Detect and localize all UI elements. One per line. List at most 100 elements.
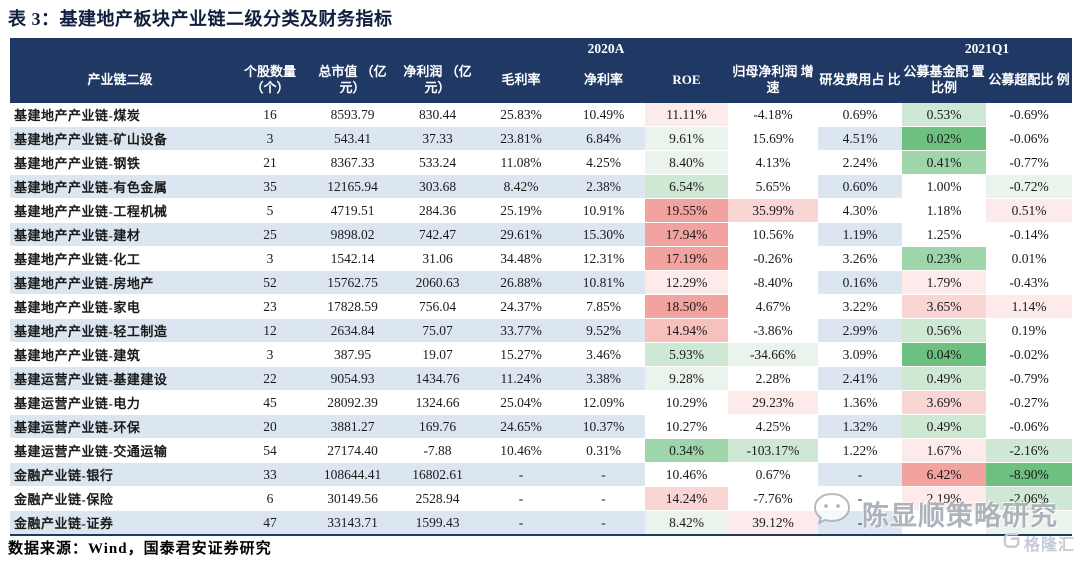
cell: 3.65% xyxy=(902,294,987,319)
cell xyxy=(902,510,987,536)
cell: 3 xyxy=(230,342,310,367)
cell: 3.69% xyxy=(902,390,987,415)
cell: -0.27% xyxy=(986,390,1073,415)
row-label: 金融产业链-银行 xyxy=(10,462,230,487)
row-label: 基建地产产业链-矿山设备 xyxy=(10,126,230,151)
cell: -8.40% xyxy=(728,270,818,295)
cell: 0.16% xyxy=(818,270,903,295)
cell: 1324.66 xyxy=(395,390,480,415)
column-header: 归母净利润 增速 xyxy=(728,59,818,102)
row-label: 基建运营产业链-电力 xyxy=(10,390,230,415)
gelonghui-logo: 格隆汇 xyxy=(1002,531,1075,555)
cell: -0.43% xyxy=(986,270,1073,295)
cell: 10.49% xyxy=(562,102,645,127)
row-label: 基建地产产业链-轻工制造 xyxy=(10,318,230,343)
cell: - xyxy=(562,462,645,487)
column-header-row: 产业链二级 个股数量 （个） 总市值 （亿元） 净利润 （亿元） 毛利率 净利率 ROE 归母… xyxy=(10,59,1073,102)
cell: 34.48% xyxy=(480,246,562,271)
cell: 3 xyxy=(230,246,310,271)
cell: 1.18% xyxy=(902,198,987,223)
cell: 742.47 xyxy=(395,222,480,247)
cell: -0.06% xyxy=(986,126,1073,151)
cell: 1542.14 xyxy=(310,246,395,271)
table-row: 基建地产产业链-煤炭 16 8593.79 830.44 25.83% 10.49% 11.… xyxy=(10,102,1073,127)
cell: 3881.27 xyxy=(310,414,395,439)
cell: 0.67% xyxy=(728,462,818,487)
cell: 23 xyxy=(230,294,310,319)
cell: 10.27% xyxy=(645,414,728,439)
cell: 4.30% xyxy=(818,198,903,223)
cell: -8.90% xyxy=(986,462,1073,487)
cell: 10.81% xyxy=(562,270,645,295)
financial-table: 2020A 2021Q1 产业链二级 个股数量 （个） 总市值 （亿元） 净利润 （亿元… xyxy=(10,38,1073,536)
cell: 169.76 xyxy=(395,414,480,439)
cell: 0.41% xyxy=(902,150,987,175)
cell xyxy=(986,510,1073,536)
cell: 10.46% xyxy=(645,462,728,487)
cell: -0.77% xyxy=(986,150,1073,175)
cell: -7.88 xyxy=(395,438,480,463)
cell: 12.29% xyxy=(645,270,728,295)
cell: 75.07 xyxy=(395,318,480,343)
row-label: 基建地产产业链-煤炭 xyxy=(10,102,230,127)
table-row: 金融产业链-证券 47 33143.71 1599.43- -8.42% 39.12% - xyxy=(10,510,1073,536)
cell: 8.42% xyxy=(645,510,728,536)
cell: 1.19% xyxy=(818,222,903,247)
cell: 0.69% xyxy=(818,102,903,127)
cell: 17.19% xyxy=(645,246,728,271)
cell: 54 xyxy=(230,438,310,463)
group-header-row: 2020A 2021Q1 xyxy=(10,38,1073,59)
table-row: 基建地产产业链-矿山设备 3 543.41 37.33 23.81% 6.84% 9.61%… xyxy=(10,126,1073,151)
cell: -4.18% xyxy=(728,102,818,127)
cell: 4.13% xyxy=(728,150,818,175)
column-header: 净利润 （亿元） xyxy=(395,59,480,102)
cell: - xyxy=(480,462,562,487)
cell: 25 xyxy=(230,222,310,247)
cell: 5.93% xyxy=(645,342,728,367)
cell: - xyxy=(818,462,903,487)
cell: 387.95 xyxy=(310,342,395,367)
cell: 17828.59 xyxy=(310,294,395,319)
cell: 4719.51 xyxy=(310,198,395,223)
cell: 756.04 xyxy=(395,294,480,319)
cell: 0.02% xyxy=(902,126,987,151)
cell: 25.83% xyxy=(480,102,562,127)
row-label: 基建运营产业链-交通运输 xyxy=(10,438,230,463)
cell: 17.94% xyxy=(645,222,728,247)
cell: 10.37% xyxy=(562,414,645,439)
cell: 10.46% xyxy=(480,438,562,463)
cell: 6.54% xyxy=(645,174,728,199)
cell: 0.31% xyxy=(562,438,645,463)
cell: 9054.93 xyxy=(310,366,395,391)
cell: 28092.39 xyxy=(310,390,395,415)
cell: 9898.02 xyxy=(310,222,395,247)
cell: 23.81% xyxy=(480,126,562,151)
column-header: ROE xyxy=(645,59,728,102)
cell: 3.38% xyxy=(562,366,645,391)
cell: 30149.56 xyxy=(310,486,395,511)
cell: 25.19% xyxy=(480,198,562,223)
cell: 1.79% xyxy=(902,270,987,295)
cell: 0.49% xyxy=(902,414,987,439)
cell: -0.79% xyxy=(986,366,1073,391)
cell: 5 xyxy=(230,198,310,223)
column-header: 公募超配比 例 xyxy=(986,59,1073,102)
table-row: 基建地产产业链-建筑 3 387.95 19.07 15.27% 3.46% 5.93% -3… xyxy=(10,342,1073,367)
cell: 0.01% xyxy=(986,246,1073,271)
cell: 2.28% xyxy=(728,366,818,391)
row-label: 基建运营产业链-基建建设 xyxy=(10,366,230,391)
table-header: 2020A 2021Q1 产业链二级 个股数量 （个） 总市值 （亿元） 净利润 （亿元… xyxy=(10,38,1073,102)
cell: 15762.75 xyxy=(310,270,395,295)
cell: 24.37% xyxy=(480,294,562,319)
cell: 10.56% xyxy=(728,222,818,247)
cell: 533.24 xyxy=(395,150,480,175)
table-title: 表 3：基建地产板块产业链二级分类及财务指标 xyxy=(8,9,393,29)
cell: 1.32% xyxy=(818,414,903,439)
cell: 1.36% xyxy=(818,390,903,415)
cell: 830.44 xyxy=(395,102,480,127)
cell: 16802.61 xyxy=(395,462,480,487)
cell: 22 xyxy=(230,366,310,391)
cell: 284.36 xyxy=(395,198,480,223)
cell: 3.26% xyxy=(818,246,903,271)
cell: 33 xyxy=(230,462,310,487)
